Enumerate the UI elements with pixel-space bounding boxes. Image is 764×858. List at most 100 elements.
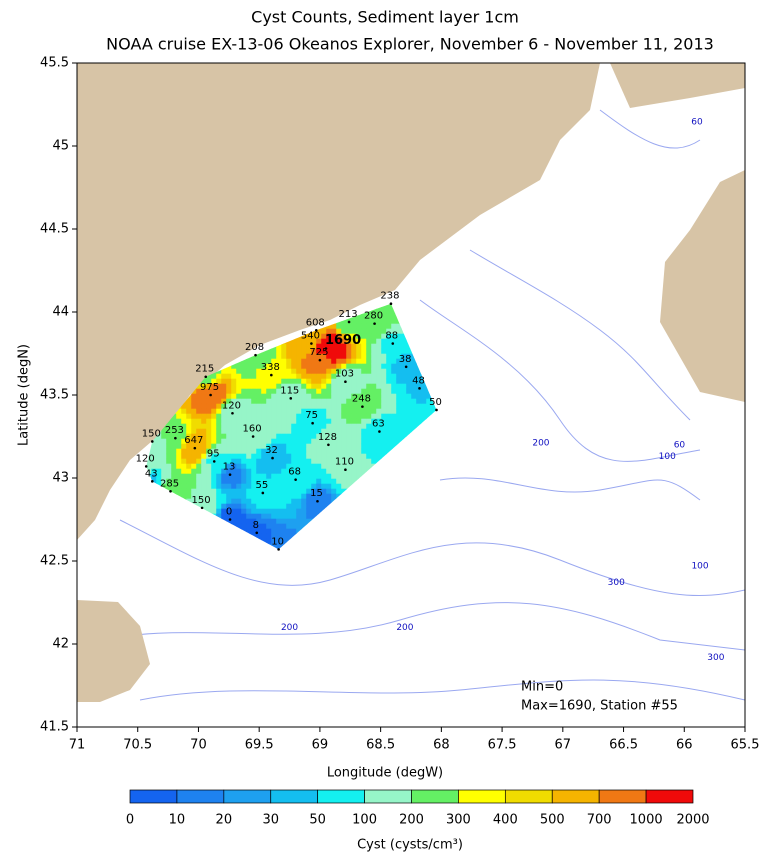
contour-cell bbox=[211, 503, 217, 510]
contour-cell bbox=[286, 448, 292, 455]
contour-cell bbox=[361, 333, 367, 340]
contour-cell bbox=[206, 413, 212, 420]
contour-cell bbox=[226, 388, 232, 395]
contour-cell bbox=[216, 513, 222, 520]
contour-cell bbox=[351, 333, 357, 340]
contour-cell bbox=[356, 348, 362, 355]
contour-cell bbox=[246, 528, 252, 535]
contour-cell bbox=[391, 443, 397, 450]
contour-cell bbox=[386, 383, 392, 390]
contour-cell bbox=[336, 398, 342, 405]
contour-cell bbox=[271, 383, 277, 390]
contour-cell bbox=[251, 478, 257, 485]
contour-cell bbox=[231, 498, 237, 505]
contour-cell bbox=[216, 483, 222, 490]
contour-cell bbox=[391, 358, 397, 365]
contour-cell bbox=[291, 468, 297, 475]
contour-cell bbox=[186, 453, 192, 460]
contour-cell bbox=[256, 393, 262, 400]
contour-cell bbox=[166, 468, 172, 475]
contour-cell bbox=[311, 488, 317, 495]
station bbox=[361, 405, 364, 408]
contour-cell bbox=[196, 418, 202, 425]
contour-cell bbox=[331, 393, 337, 400]
contour-cell bbox=[346, 438, 352, 445]
contour-cell bbox=[316, 418, 322, 425]
contour-cell bbox=[331, 468, 337, 475]
contour-cell bbox=[386, 413, 392, 420]
contour-cell bbox=[261, 388, 267, 395]
contour-cell bbox=[266, 358, 272, 365]
contour-cell bbox=[301, 493, 307, 500]
contour-cell bbox=[216, 508, 222, 515]
contour-cell bbox=[191, 423, 197, 430]
colorbar-tick-label: 30 bbox=[262, 813, 279, 828]
contour-cell bbox=[326, 493, 332, 500]
contour-cell bbox=[251, 498, 257, 505]
contour-cell bbox=[281, 493, 287, 500]
contour-cell bbox=[286, 438, 292, 445]
contour-cell bbox=[291, 488, 297, 495]
contour-cell bbox=[341, 338, 347, 345]
contour-cell bbox=[346, 403, 352, 410]
contour-cell bbox=[246, 483, 252, 490]
contour-cell bbox=[231, 483, 237, 490]
contour-cell bbox=[236, 363, 242, 370]
contour-cell bbox=[341, 373, 347, 380]
contour-cell bbox=[381, 343, 387, 350]
contour-cell bbox=[301, 423, 307, 430]
contour-cell bbox=[191, 428, 197, 435]
contour-cell bbox=[291, 513, 297, 520]
contour-cell bbox=[296, 358, 302, 365]
contour-cell bbox=[231, 468, 237, 475]
contour-cell bbox=[271, 403, 277, 410]
contour-cell bbox=[311, 383, 317, 390]
contour-cell bbox=[231, 478, 237, 485]
contour-cell bbox=[396, 328, 402, 335]
contour-cell bbox=[381, 413, 387, 420]
contour-cell bbox=[236, 448, 242, 455]
contour-cell bbox=[426, 413, 432, 420]
contour-cell bbox=[391, 368, 397, 375]
contour-cell bbox=[196, 468, 202, 475]
contour-cell bbox=[166, 433, 172, 440]
contour-cell bbox=[226, 518, 232, 525]
contour-cell bbox=[216, 418, 222, 425]
contour-cell bbox=[261, 423, 267, 430]
contour-cell bbox=[266, 368, 272, 375]
contour-cell bbox=[246, 513, 252, 520]
contour-cell bbox=[266, 473, 272, 480]
contour-cell bbox=[281, 538, 287, 545]
contour-cell bbox=[346, 338, 352, 345]
contour-cell bbox=[241, 408, 247, 415]
contour-cell bbox=[226, 508, 232, 515]
contour-cell bbox=[331, 443, 337, 450]
contour-cell bbox=[216, 478, 222, 485]
contour-cell bbox=[201, 468, 207, 475]
contour-cell bbox=[186, 398, 192, 405]
contour-cell bbox=[346, 353, 352, 360]
contour-cell bbox=[276, 523, 282, 530]
contour-cell bbox=[281, 423, 287, 430]
contour-cell bbox=[276, 478, 282, 485]
contour-cell bbox=[351, 398, 357, 405]
contour-cell bbox=[391, 333, 397, 340]
contour-cell bbox=[326, 413, 332, 420]
contour-cell bbox=[351, 338, 357, 345]
contour-cell bbox=[326, 358, 332, 365]
contour-cell bbox=[396, 383, 402, 390]
contour-cell bbox=[346, 368, 352, 375]
contour-cell bbox=[326, 373, 332, 380]
contour-cell bbox=[281, 403, 287, 410]
contour-cell bbox=[411, 423, 417, 430]
contour-cell bbox=[251, 483, 257, 490]
contour-cell bbox=[191, 473, 197, 480]
contour-cell bbox=[181, 458, 187, 465]
contour-cell bbox=[401, 433, 407, 440]
contour-cell bbox=[241, 403, 247, 410]
contour-cell bbox=[286, 473, 292, 480]
station-value: 10 bbox=[271, 536, 284, 547]
contour-cell bbox=[186, 488, 192, 495]
contour-cell bbox=[331, 333, 337, 340]
contour-cell bbox=[296, 353, 302, 360]
